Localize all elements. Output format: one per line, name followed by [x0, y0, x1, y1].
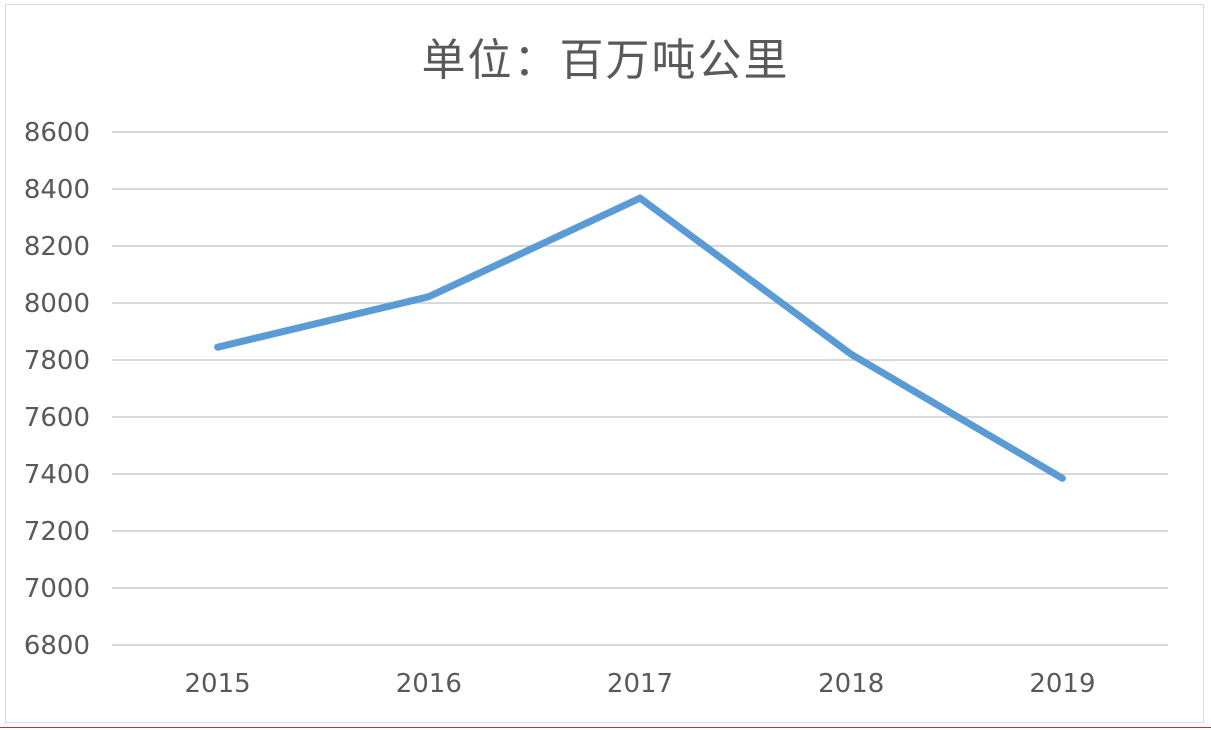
y-tick-label: 6800	[24, 631, 90, 661]
x-axis-tick-labels: 2015 2016 2017 2018 2019	[185, 669, 1096, 699]
y-tick-label: 7600	[24, 403, 90, 433]
y-tick-label: 7200	[24, 517, 90, 547]
series-layer	[214, 194, 1066, 482]
series-line	[214, 194, 1066, 482]
y-tick-label: 8200	[24, 232, 90, 262]
bottom-rule	[0, 727, 1211, 728]
y-tick-label: 7000	[24, 574, 90, 604]
x-tick-label: 2019	[1029, 669, 1095, 699]
chart-title: 单位：百万吨公里	[421, 35, 790, 86]
gridlines	[112, 131, 1168, 646]
y-axis-tick-labels: 8600 8400 8200 8000 7800 7600 7400 7200 7000 6800	[24, 118, 90, 661]
x-tick-label: 2018	[818, 669, 884, 699]
x-tick-label: 2015	[185, 669, 251, 699]
y-tick-label: 8000	[24, 289, 90, 319]
x-tick-label: 2017	[607, 669, 673, 699]
chart-frame	[5, 4, 1204, 723]
y-tick-label: 7400	[24, 460, 90, 490]
y-tick-label: 8400	[24, 175, 90, 205]
x-tick-label: 2016	[396, 669, 462, 699]
y-tick-label: 7800	[24, 346, 90, 376]
y-tick-label: 8600	[24, 118, 90, 148]
